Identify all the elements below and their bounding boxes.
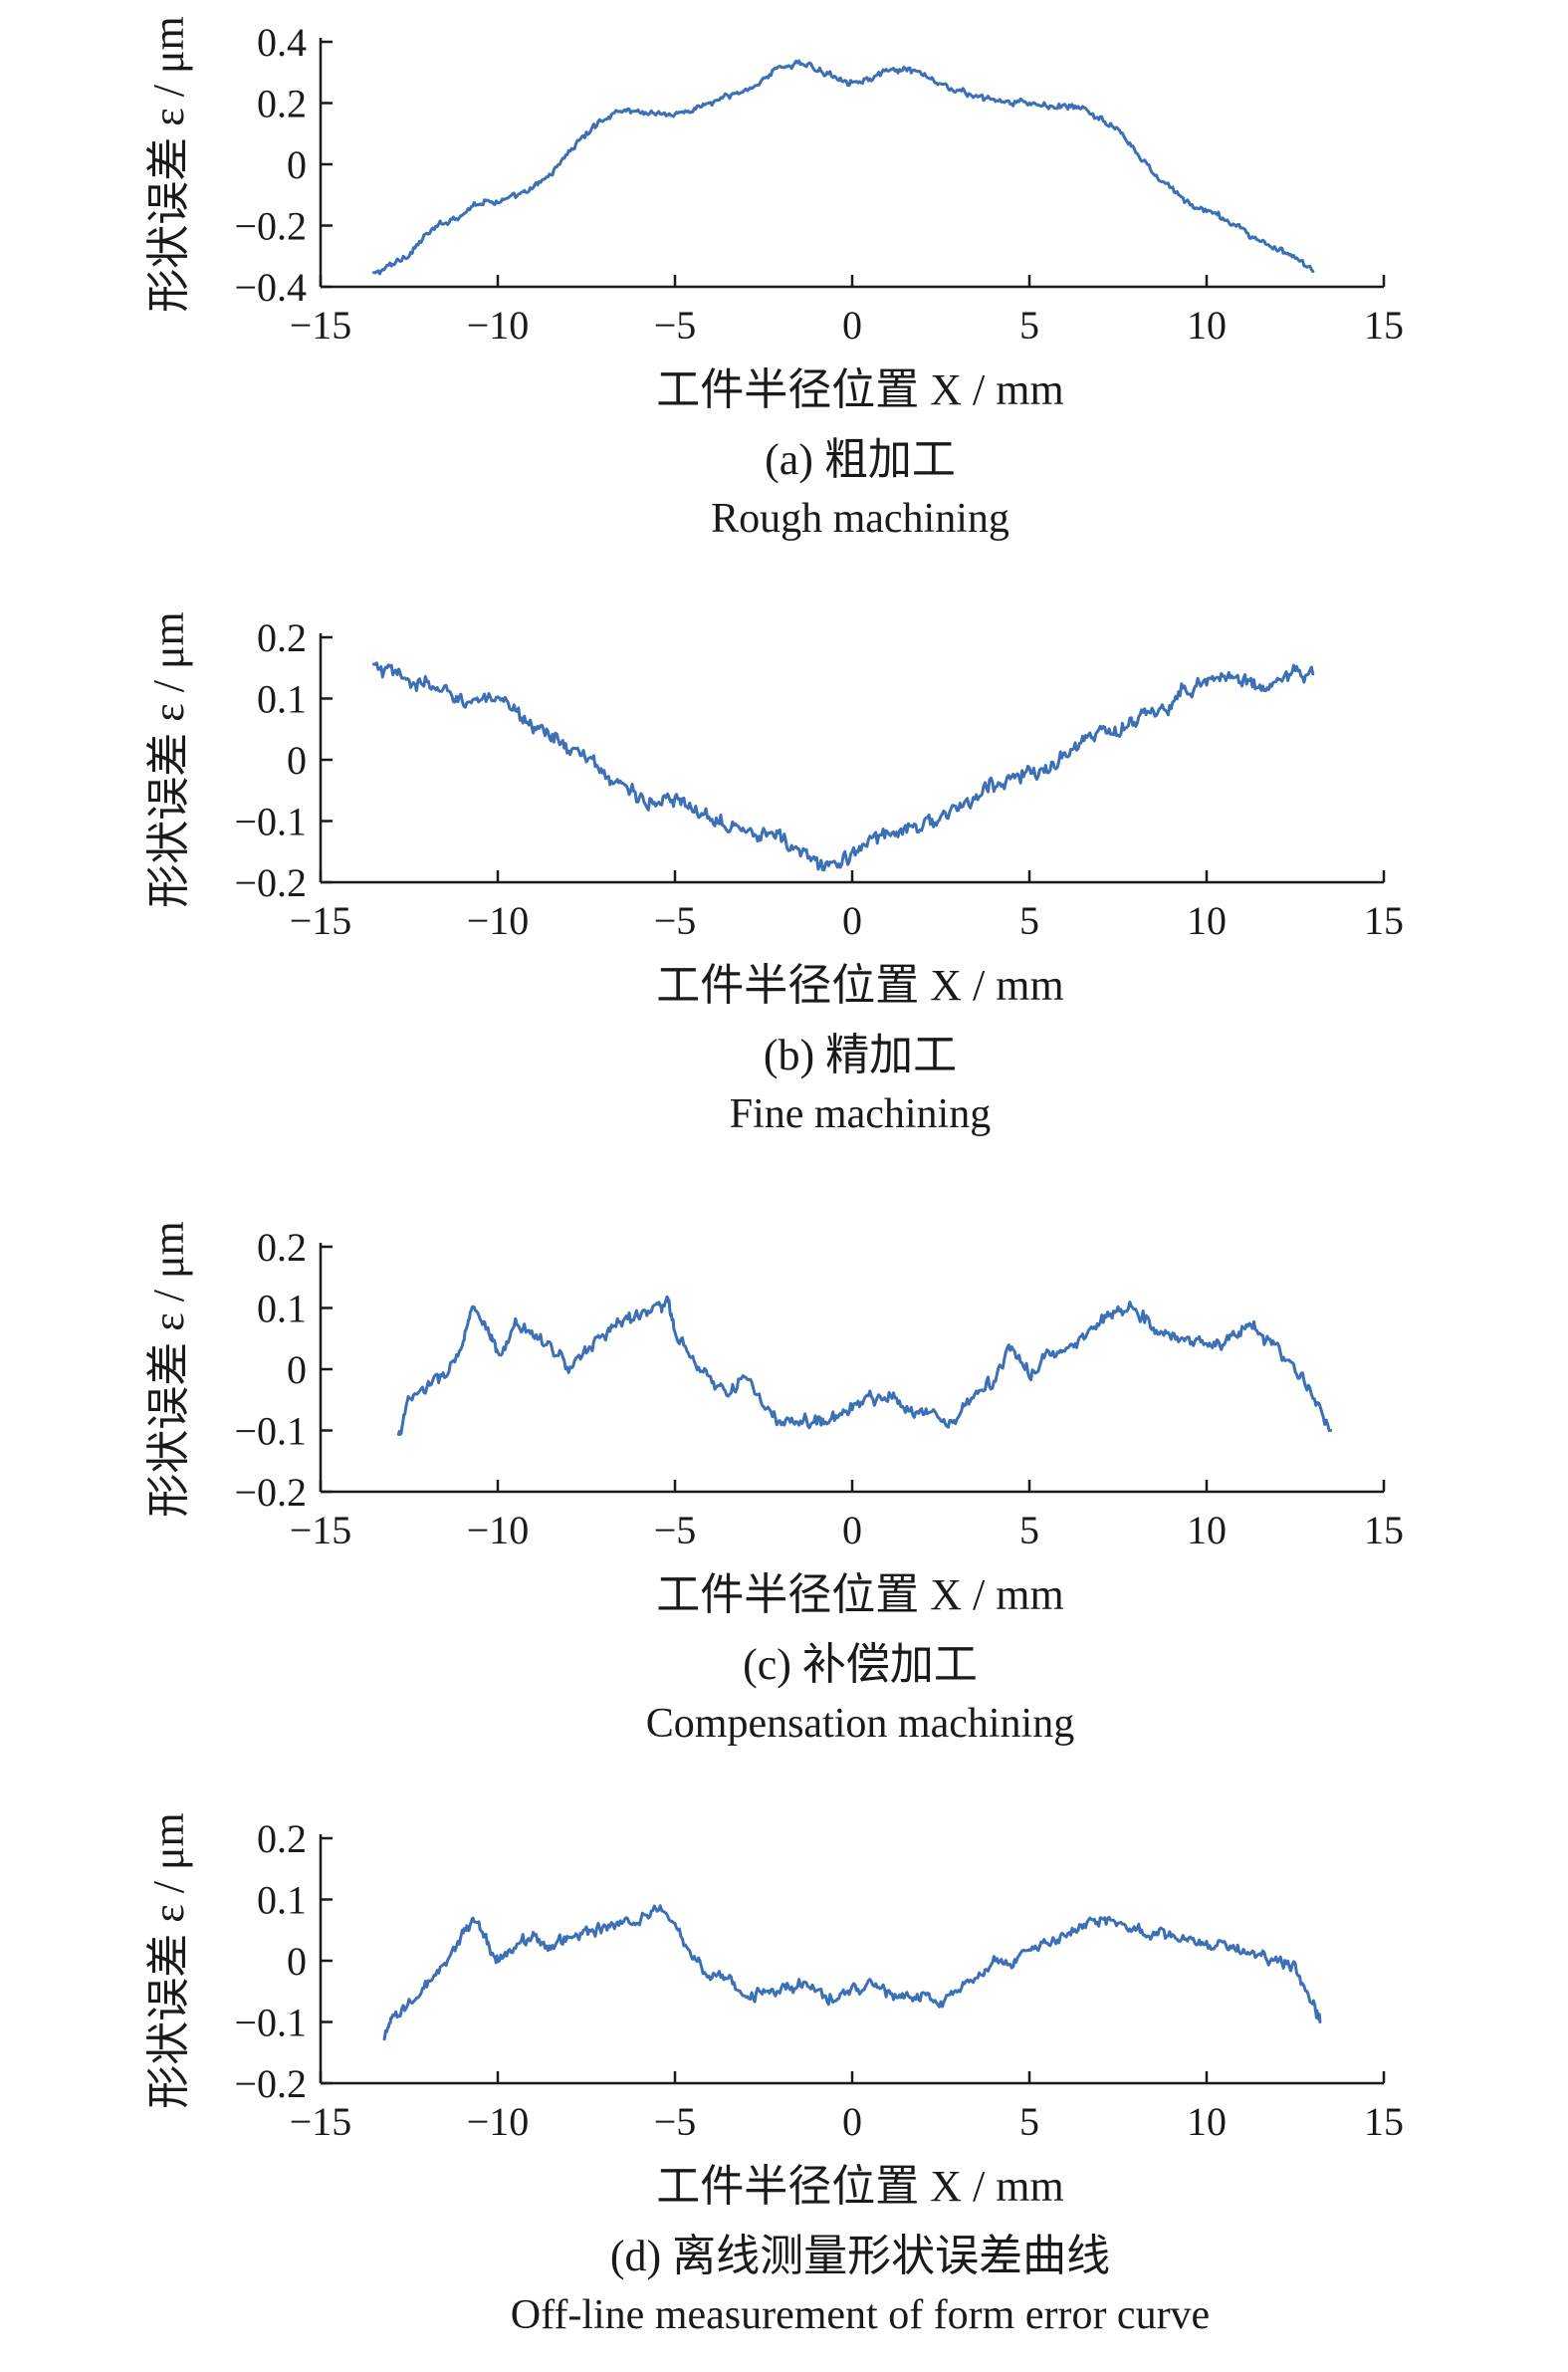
x-tick-label: 5 — [1019, 898, 1039, 943]
x-tick-label: −10 — [467, 2099, 530, 2144]
x-tick-label: −15 — [290, 303, 352, 348]
x-tick-label: 15 — [1364, 2099, 1404, 2144]
y-tick-label: −0.2 — [234, 2061, 307, 2106]
y-axis-title: 形状误差 ε / μm — [144, 16, 193, 313]
chart-panel-b: −0.2 −0.1 0 0.1 0.2 −15 −10 −5 0 5 10 15 形状误差 ε / μm… — [144, 611, 1404, 1137]
y-axis-title: 形状误差 ε / μm — [144, 611, 193, 908]
y-tick-label: 0.2 — [257, 615, 307, 660]
x-tick-label: −15 — [290, 2099, 352, 2144]
form-error-series-line — [371, 661, 1315, 872]
y-tick-label: −0.2 — [234, 860, 307, 905]
x-tick-label: 0 — [842, 898, 862, 943]
y-axis-title: 形状误差 ε / μm — [144, 1812, 193, 2109]
caption-zh: (c) 补偿加工 — [743, 1640, 978, 1689]
x-tick-label: 15 — [1364, 1508, 1404, 1552]
x-tick-label: 0 — [842, 1508, 862, 1552]
chart-panel-d: −0.2 −0.1 0 0.1 0.2 −15 −10 −5 0 5 10 15 形状误差 ε / μm… — [144, 1812, 1404, 2338]
y-tick-label: 0.4 — [257, 20, 307, 65]
y-tick-label: 0.2 — [257, 1225, 307, 1270]
chart-panel-a: −0.4 −0.2 0 0.2 0.4 −15 −10 −5 0 5 10 15 形状误差 ε / μm… — [144, 16, 1404, 542]
x-tick-label: 15 — [1364, 303, 1404, 348]
y-tick-label: 0 — [287, 142, 307, 187]
x-tick-label: −5 — [654, 898, 697, 943]
caption-zh: (a) 粗加工 — [765, 435, 956, 484]
y-tick-label: −0.2 — [234, 1470, 307, 1515]
caption-en: Off-line measurement of form error curve — [511, 2292, 1210, 2338]
y-tick-label: −0.1 — [234, 2001, 307, 2045]
y-tick-label: −0.1 — [234, 800, 307, 844]
x-tick-label: −10 — [467, 898, 530, 943]
x-tick-label: 5 — [1019, 2099, 1039, 2144]
form-error-series-line — [396, 1295, 1333, 1436]
y-tick-label: 0.2 — [257, 1816, 307, 1861]
x-tick-label: 5 — [1019, 303, 1039, 348]
x-tick-label: −10 — [467, 1508, 530, 1552]
x-axis-title: 工件半径位置 X / mm — [656, 2162, 1063, 2211]
caption-en: Fine machining — [730, 1091, 991, 1137]
y-tick-label: 0 — [287, 1347, 307, 1392]
caption-zh: (b) 精加工 — [764, 1031, 957, 1079]
x-tick-label: 10 — [1187, 1508, 1227, 1552]
y-tick-label: 0.1 — [257, 1878, 307, 1923]
caption-en: Compensation machining — [646, 1701, 1074, 1747]
x-tick-label: 10 — [1187, 898, 1227, 943]
x-tick-label: 15 — [1364, 898, 1404, 943]
y-tick-label: 0 — [287, 1939, 307, 1984]
caption-en: Rough machining — [711, 496, 1009, 542]
x-tick-label: −5 — [654, 1508, 697, 1552]
caption-zh: (d) 离线测量形状误差曲线 — [610, 2232, 1110, 2280]
chart-panel-c: −0.2 −0.1 0 0.1 0.2 −15 −10 −5 0 5 10 15 形状误差 ε / μm… — [144, 1221, 1404, 1747]
x-tick-label: −15 — [290, 1508, 352, 1552]
x-tick-label: 5 — [1019, 1508, 1039, 1552]
x-tick-label: −10 — [467, 303, 530, 348]
x-axis-title: 工件半径位置 X / mm — [656, 1570, 1063, 1619]
y-tick-label: −0.1 — [234, 1409, 307, 1454]
x-tick-label: −5 — [654, 2099, 697, 2144]
y-tick-label: −0.4 — [234, 265, 307, 310]
y-tick-label: 0 — [287, 738, 307, 783]
y-tick-label: 0.1 — [257, 677, 307, 722]
form-error-series-line — [371, 59, 1315, 276]
x-tick-label: −5 — [654, 303, 697, 348]
y-tick-label: 0.1 — [257, 1287, 307, 1331]
x-axis-title: 工件半径位置 X / mm — [656, 961, 1063, 1010]
form-error-series-line — [382, 1904, 1322, 2041]
x-tick-label: −15 — [290, 898, 352, 943]
y-tick-label: 0.2 — [257, 82, 307, 126]
y-axis-title: 形状误差 ε / μm — [144, 1221, 193, 1518]
y-tick-label: −0.2 — [234, 204, 307, 249]
x-tick-label: 0 — [842, 2099, 862, 2144]
x-tick-label: 0 — [842, 303, 862, 348]
x-axis-title: 工件半径位置 X / mm — [656, 365, 1063, 414]
x-tick-label: 10 — [1187, 303, 1227, 348]
x-tick-label: 10 — [1187, 2099, 1227, 2144]
